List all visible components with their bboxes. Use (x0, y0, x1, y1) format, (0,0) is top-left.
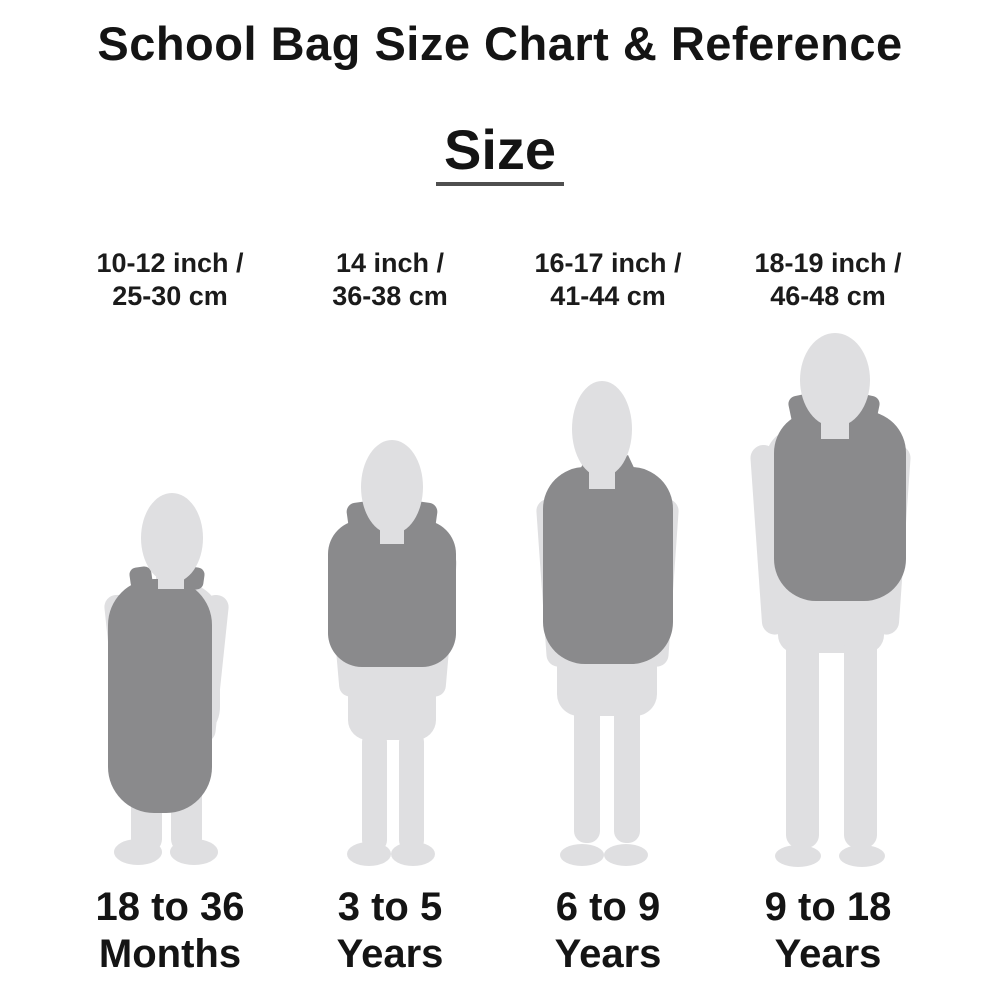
backpack-icon (108, 566, 212, 813)
teen-silhouette-icon (750, 333, 911, 867)
age-label-line2: Years (336, 932, 444, 976)
child-head (800, 333, 870, 439)
age-label-col3: 6 to 9 Years (483, 884, 733, 978)
age-label-line2: Years (554, 932, 662, 976)
age-label-line1: 3 to 5 (337, 885, 443, 929)
child-silhouette-icon (536, 381, 679, 866)
size-label-col3: 16-17 inch / 41-44 cm (483, 247, 733, 313)
small-child-silhouette-icon (328, 440, 457, 866)
age-label-line2: Years (774, 932, 882, 976)
child-head (361, 440, 423, 544)
child-head (141, 493, 203, 589)
size-label-line2: 25-30 cm (112, 281, 228, 311)
age-label-line1: 9 to 18 (764, 885, 892, 929)
section-heading-row: Size (0, 122, 1000, 186)
age-label-line2: Months (98, 932, 242, 976)
child-head (572, 381, 632, 489)
page-title: School Bag Size Chart & Reference (97, 17, 903, 70)
toddler-silhouette-icon (104, 493, 229, 865)
size-label-line1: 10-12 inch / (96, 248, 244, 278)
size-label-line2: 46-48 cm (770, 281, 886, 311)
size-label-line1: 14 inch / (335, 248, 445, 278)
age-label-line1: 18 to 36 (95, 885, 245, 929)
section-heading-size: Size (435, 122, 565, 186)
age-label-col4: 9 to 18 Years (703, 884, 953, 978)
size-label-line1: 18-19 inch / (754, 248, 902, 278)
size-label-col1: 10-12 inch / 25-30 cm (45, 247, 295, 313)
size-label-line2: 41-44 cm (550, 281, 666, 311)
age-label-col2: 3 to 5 Years (265, 884, 515, 978)
size-label-col2: 14 inch / 36-38 cm (265, 247, 515, 313)
size-label-line2: 36-38 cm (332, 281, 448, 311)
age-label-line1: 6 to 9 (555, 885, 661, 929)
size-label-line1: 16-17 inch / (534, 248, 682, 278)
size-label-col4: 18-19 inch / 46-48 cm (703, 247, 953, 313)
age-label-col1: 18 to 36 Months (45, 884, 295, 978)
